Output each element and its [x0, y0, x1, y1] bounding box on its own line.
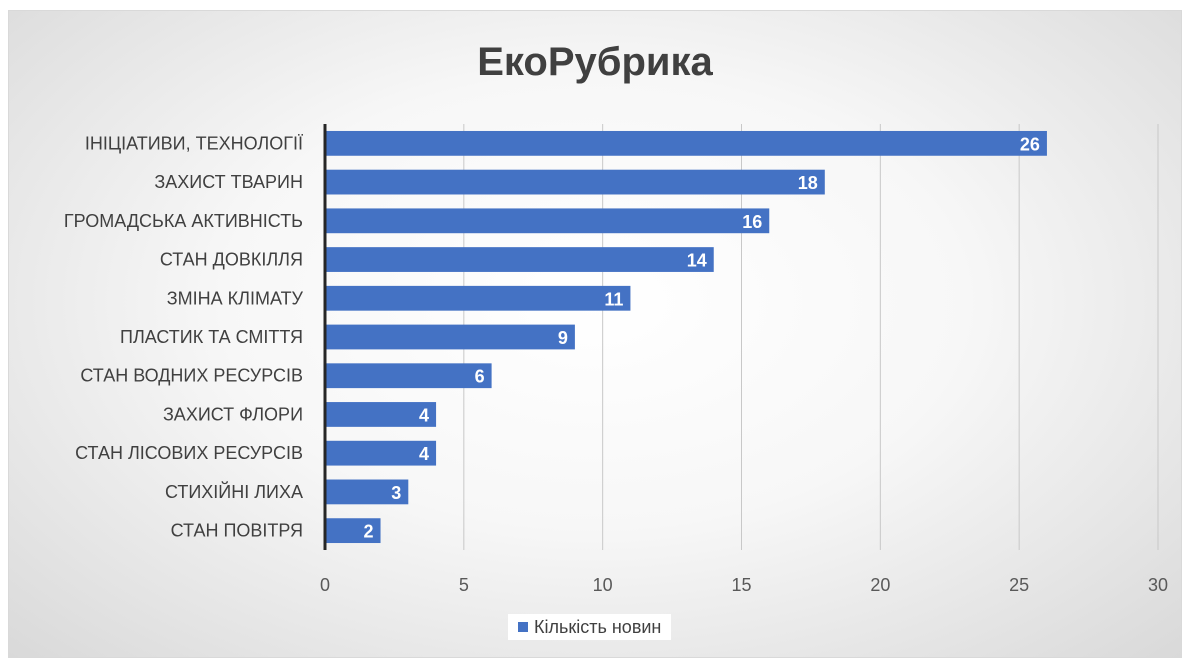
x-tick-label: 10	[593, 575, 613, 595]
category-label: ЗАХИСТ ТВАРИН	[154, 172, 303, 192]
bar	[325, 479, 409, 505]
data-label: 6	[475, 367, 485, 387]
data-label: 11	[604, 289, 623, 309]
data-label: 4	[419, 444, 429, 464]
data-label: 9	[558, 328, 568, 348]
x-tick-label: 30	[1148, 575, 1168, 595]
category-label: СТАН ДОВКІЛЛЯ	[160, 250, 303, 270]
category-label: ПЛАСТИК ТА СМІТТЯ	[120, 327, 303, 347]
bar	[325, 169, 825, 195]
legend: Кількість новин	[508, 614, 672, 640]
x-tick-label: 20	[870, 575, 890, 595]
x-tick-label: 5	[459, 575, 469, 595]
data-label: 16	[742, 212, 762, 232]
x-tick-label: 25	[1009, 575, 1029, 595]
data-label: 2	[364, 522, 374, 542]
category-label: ЗАХИСТ ФЛОРИ	[163, 404, 303, 424]
bar	[325, 285, 631, 311]
category-label: СТАН ПОВІТРЯ	[171, 521, 303, 541]
bar	[325, 363, 492, 389]
category-label: ГРОМАДСЬКА АКТИВНІСТЬ	[64, 211, 303, 231]
legend-label: Кількість новин	[534, 616, 662, 637]
x-tick-label: 0	[320, 575, 330, 595]
bar	[325, 324, 575, 350]
bar	[325, 440, 437, 466]
data-label: 14	[687, 251, 707, 271]
category-label: СТАН ЛІСОВИХ РЕСУРСІВ	[75, 443, 303, 463]
category-label: СТАН ВОДНИХ РЕСУРСІВ	[80, 366, 303, 386]
bar	[325, 208, 770, 234]
legend-swatch	[518, 622, 528, 632]
x-tick-label: 15	[731, 575, 751, 595]
data-label: 3	[391, 483, 401, 503]
chart-title: ЕкоРубрика	[477, 40, 713, 84]
data-label: 26	[1020, 134, 1040, 154]
category-label: ІНІЦІАТИВИ, ТЕХНОЛОГІЇ	[85, 133, 303, 153]
data-label: 18	[798, 173, 818, 193]
bar	[325, 518, 381, 544]
chart-frame	[8, 10, 1182, 658]
data-label: 4	[419, 405, 429, 425]
bar	[325, 130, 1047, 156]
category-label: СТИХІЙНІ ЛИХА	[165, 481, 303, 502]
bar	[325, 247, 714, 272]
category-label: ЗМІНА КЛІМАТУ	[167, 288, 304, 308]
bar	[325, 402, 437, 427]
